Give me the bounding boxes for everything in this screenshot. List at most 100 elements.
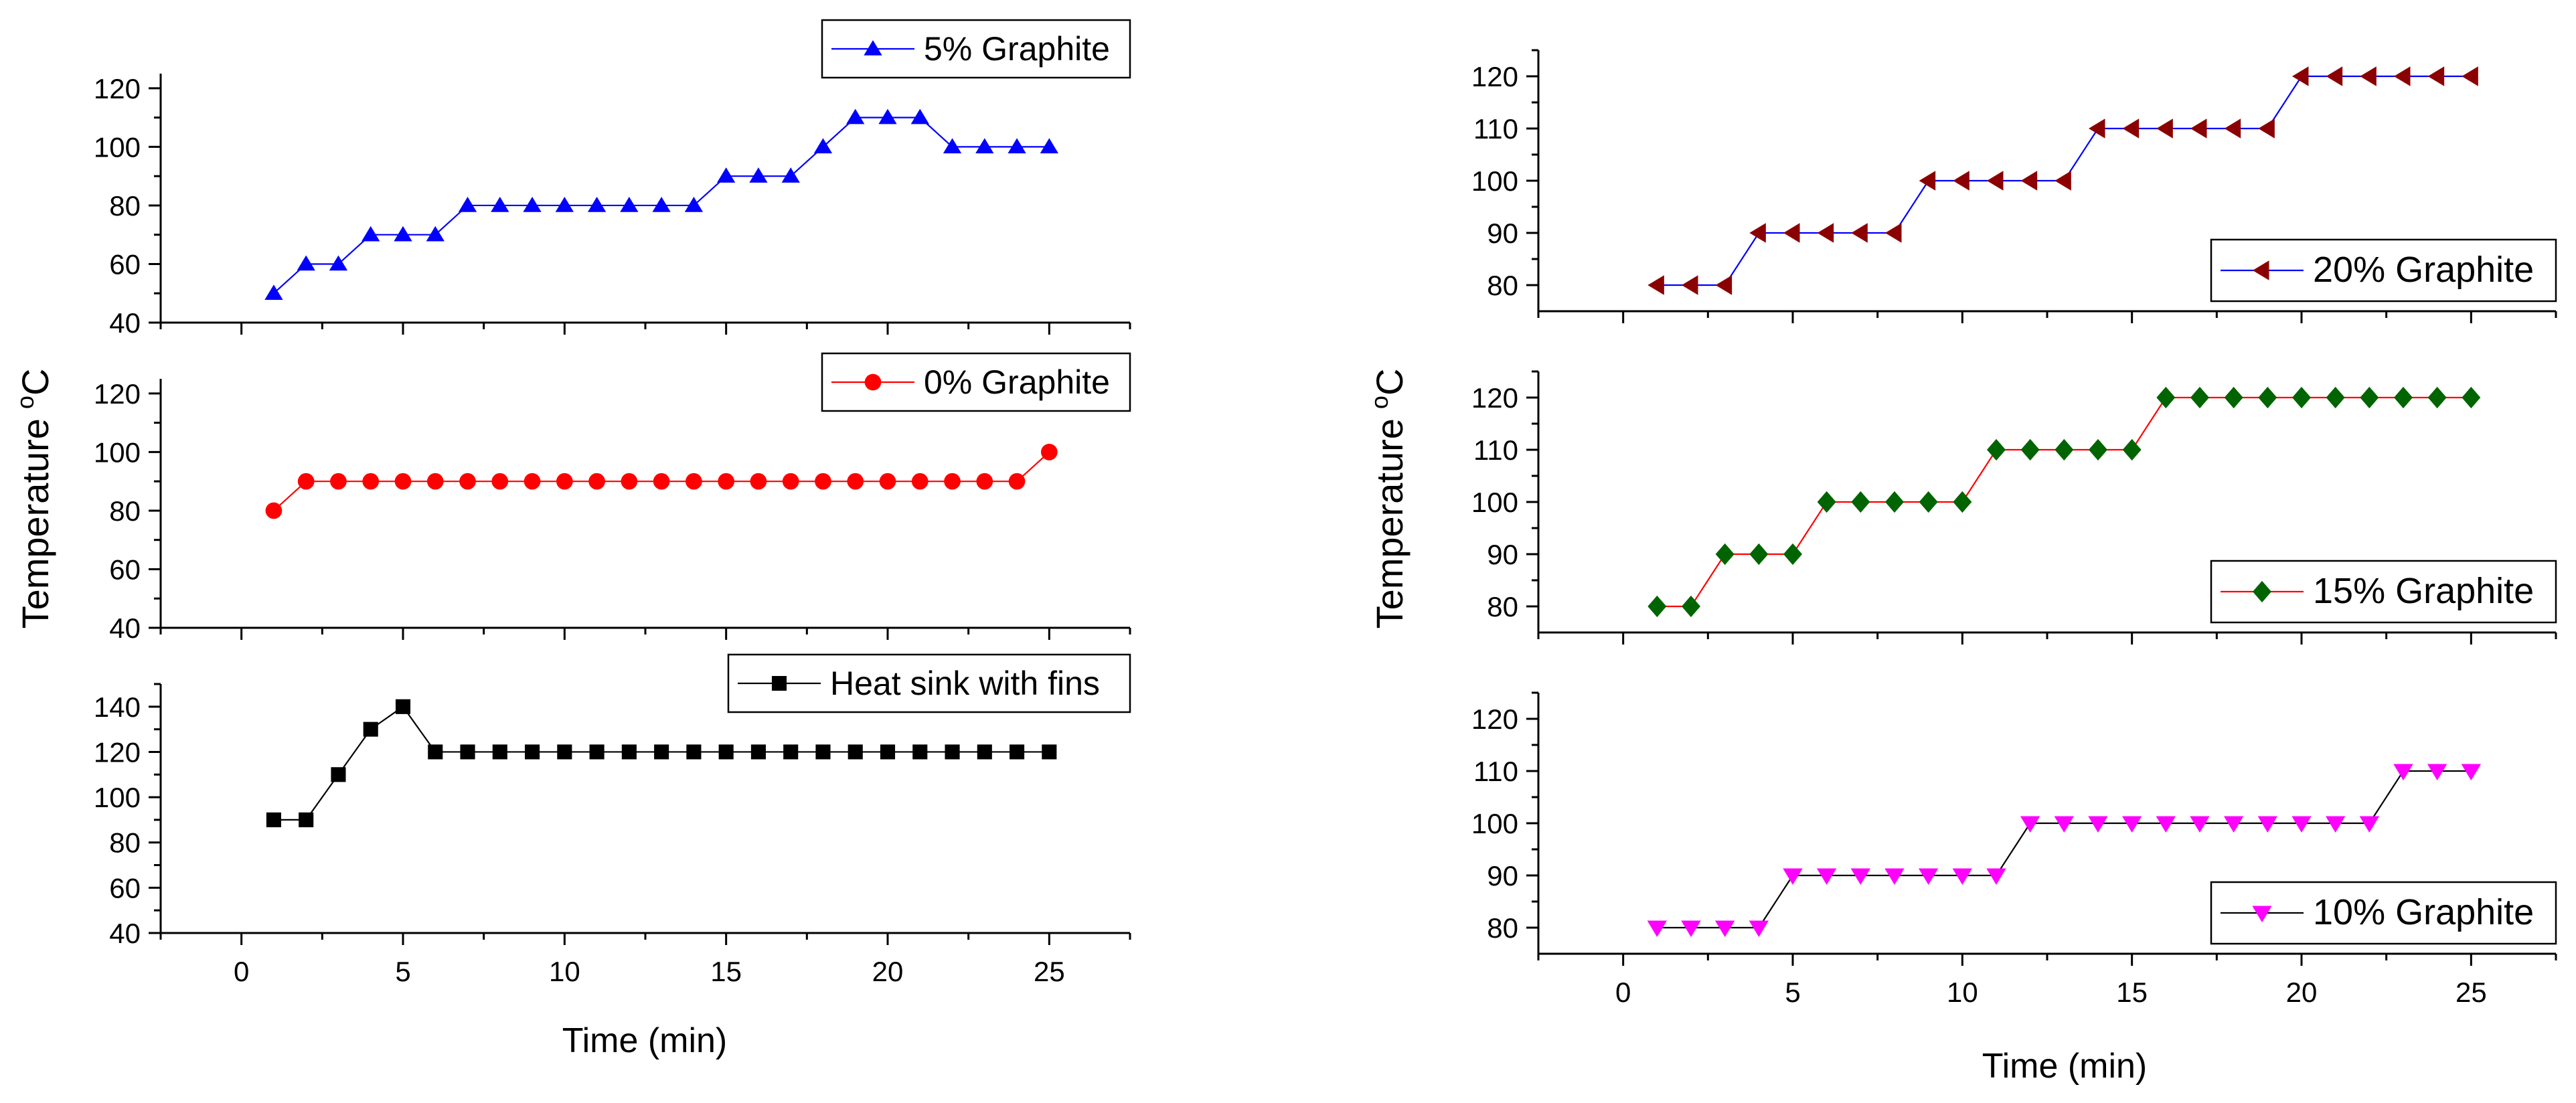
data-point [2224,118,2241,139]
y-tick-label: 90 [1487,539,1518,570]
data-point [2122,438,2142,461]
data-point [2190,118,2207,139]
data-point [1953,491,1972,513]
data-point [1008,473,1026,490]
data-point [331,767,346,782]
data-point [266,812,281,827]
data-point [426,226,445,242]
y-tick-label: 80 [109,827,141,859]
data-point [525,744,540,760]
legend: Heat sink with fins [727,653,1131,713]
data-point [2394,66,2411,86]
legend-marker-icon [864,40,882,56]
data-point [1918,868,1939,885]
data-point [2360,66,2377,86]
data-point [2088,816,2108,833]
data-point [945,744,960,760]
data-point [1851,491,1870,513]
left-xlabel: Time (min) [562,1021,728,1060]
data-point [2020,171,2038,191]
data-point [523,196,542,212]
legend: 5% Graphite [821,19,1131,79]
data-point [1714,920,1735,937]
data-point [2427,764,2447,780]
y-tick-label: 80 [109,495,141,527]
x-tick-label: 25 [1034,956,1065,987]
data-point [910,108,929,124]
data-point [2089,438,2107,461]
y-tick-label: 40 [109,307,141,339]
data-point [621,744,637,760]
data-point [1987,171,2004,191]
data-point [653,473,670,490]
data-point [2292,66,2309,86]
data-point [1816,868,1837,885]
y-tick-label: 140 [94,691,141,723]
legend-marker-icon [2253,260,2269,280]
legend-label: 0% Graphite [924,363,1110,401]
data-point [1042,744,1057,760]
data-point [2462,386,2481,409]
legend: 0% Graphite [821,352,1131,412]
data-point [717,167,736,183]
legend: 10% Graphite [2210,881,2557,945]
y-tick-label: 120 [1471,61,1518,92]
data-point [977,744,992,760]
data-point [394,226,412,242]
data-point [2360,386,2379,409]
y-tick-label: 40 [109,918,141,949]
data-point [524,473,541,490]
data-point [428,744,443,760]
legend-label: Heat sink with fins [830,665,1100,702]
data-point [1986,868,2006,885]
data-point [976,473,993,490]
data-point [589,744,605,760]
subplot-right-bottom: 80 90 100 110 120 0 5 10 15 20 25 10% Graphite [1471,691,2557,1008]
data-point [975,138,994,154]
data-point [912,744,928,760]
data-point [1783,223,1800,243]
data-point [587,196,607,212]
y-tick-label: 40 [109,612,141,644]
data-point [847,473,864,490]
x-tick-label: 10 [1947,977,1978,1008]
data-point [1952,868,1973,885]
y-tick-label: 80 [1487,591,1518,622]
data-point [556,473,573,490]
y-tick-label: 60 [109,872,141,904]
data-point [460,744,475,760]
data-point [362,473,380,490]
y-tick-label: 110 [1473,113,1518,145]
data-point [621,473,638,490]
data-point [1987,438,2006,461]
data-point [1681,920,1701,937]
data-point [1682,275,1698,295]
data-point [749,167,768,183]
y-tick-label: 60 [109,554,141,585]
data-point [750,744,766,760]
data-point [299,812,314,827]
data-point [1682,595,1700,618]
data-point [1715,543,1735,566]
data-point [459,473,476,490]
data-point [1817,223,1834,243]
data-point [684,196,704,212]
data-point [911,473,929,490]
data-point [1749,920,1769,937]
data-point [458,196,477,212]
data-point [2359,816,2380,833]
right-ylabel: TemperatureoC [1366,369,1411,629]
data-point [557,744,572,760]
y-tick-label: 100 [94,131,141,163]
data-point [2122,118,2140,139]
legend: 20% Graphite [2210,238,2557,303]
data-point [782,473,799,490]
data-point [264,284,283,300]
data-point [750,473,767,490]
legend-label: 10% Graphite [2313,892,2534,932]
data-point [2394,386,2413,409]
data-point [330,473,347,490]
y-tick-label: 80 [1487,912,1518,944]
y-tick-label: 100 [94,782,141,813]
right-panel: TemperatureoC Time (min) [1366,369,2147,1086]
